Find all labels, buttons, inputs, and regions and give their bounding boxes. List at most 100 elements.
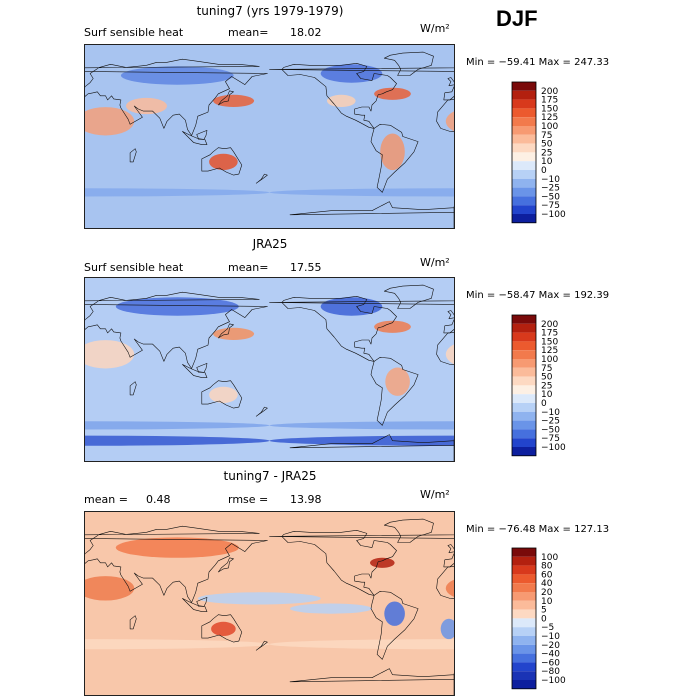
field-patch [370,557,395,568]
colorbar-swatch [512,411,536,421]
colorbar-tick-label: 25 [541,381,552,391]
panel-3-mean-label: mean = [84,493,128,506]
coastlines [129,284,454,461]
colorbar-tick-label: −100 [541,210,566,220]
field-patch [440,618,454,640]
field-patch [213,94,255,107]
panel-1-units: W/m² [420,22,450,35]
colorbar-tick-label: −50 [541,425,560,435]
colorbar-tick-label: 10 [541,597,553,607]
land-shape [196,130,208,140]
panel-2-map [84,277,455,462]
colorbar-swatch [512,170,536,179]
panel-1-title: tuning7 (yrs 1979-1979) [196,4,344,18]
colorbar-swatch [512,636,536,645]
land-shape [255,640,268,651]
colorbar-swatch [512,341,536,351]
colorbar-swatch [512,565,536,575]
colorbar-tick-label: 100 [541,553,558,563]
field-patch [445,111,454,132]
panel-1-map [84,44,455,229]
coastlines-wrap [85,291,268,369]
colorbar-tick-label: −50 [541,192,560,202]
panel-3-min-max: Min = −76.48 Max = 127.13 [466,524,610,535]
field-patch [290,603,372,614]
colorbar-swatch [512,385,536,395]
colorbar-swatch [512,161,536,170]
land-shape [436,332,454,366]
colorbar-swatch [512,134,536,144]
colorbar-swatch [512,548,536,557]
colorbar-swatch [512,556,536,566]
panel-1-mean-value: 18.02 [290,26,322,39]
land-shape [182,131,208,145]
field-patch [85,340,135,369]
land-shape [447,310,454,320]
colorbar-tick-label: 5 [541,606,547,616]
colorbar-swatch [512,447,536,456]
colorbar-swatch [512,662,536,672]
colorbar-swatch [512,574,536,584]
land-shape [255,173,268,184]
land-shape [218,323,234,339]
colorbar-swatch [512,196,536,206]
field-patch [385,367,410,396]
colorbar-tick-label: −10 [541,175,560,185]
land-shape [289,201,454,228]
colorbar-tick-label: −40 [541,650,560,660]
land-shape [218,557,234,573]
colorbar-swatch [512,609,536,619]
field-patch [374,320,411,333]
colorbar-tick-label: 0 [541,614,547,624]
land-shape [218,90,234,106]
colorbar-tick-label: −60 [541,658,560,668]
colorbar-tick-label: 75 [541,131,552,141]
land-shape [281,62,397,129]
field-patch [209,153,238,170]
panel-2-mean-label: mean= [228,261,269,274]
panel-2-mean-value: 17.55 [290,261,322,274]
field-patch [320,64,383,83]
land-shape [129,615,137,630]
colorbar-tick-label: −75 [541,201,560,211]
panel-3-map-svg [85,512,454,695]
panel-2-variable: Surf sensible heat [84,261,184,274]
panel-1-mean-label: mean= [228,26,269,39]
field-patch [85,435,270,446]
colorbar-swatch [512,178,536,188]
colorbar-swatch [512,152,536,162]
colorbar-tick-label: −10 [541,408,560,418]
colorbar-swatch [512,403,536,412]
field-patch [269,435,454,446]
field-patch [115,537,239,558]
colorbar-tick-label: 20 [541,588,553,598]
land-shape [85,525,268,603]
field-patch [269,421,454,430]
colorbar-swatch [512,205,536,214]
field-patch [374,87,411,100]
colorbar-swatch [512,332,536,342]
colorbar-outline [511,81,537,224]
colorbar-swatch [512,143,536,153]
field-patch [380,133,405,171]
colorbar-swatch [512,90,536,100]
panel-1-map-svg [85,45,454,228]
land-shape [201,380,243,409]
land-shape [383,51,434,76]
colorbar-tick-label: −80 [541,667,560,677]
colorbar-swatch [512,618,536,628]
land-shape [196,363,208,373]
land-shape [436,99,454,133]
colorbar-tick-label: 175 [541,329,558,339]
land-shape [129,381,137,396]
land-shape [281,295,397,362]
colorbar-tick-label: 200 [541,87,558,97]
land-shape [182,598,208,612]
colorbar-tick-label: 0 [541,166,547,176]
land-shape [196,597,208,607]
panel-3-rmse-label: rmse = [228,493,269,506]
season-label: DJF [496,6,538,31]
colorbar-swatch [512,583,536,592]
land-shape [383,284,434,309]
colorbar-swatch [512,323,536,333]
